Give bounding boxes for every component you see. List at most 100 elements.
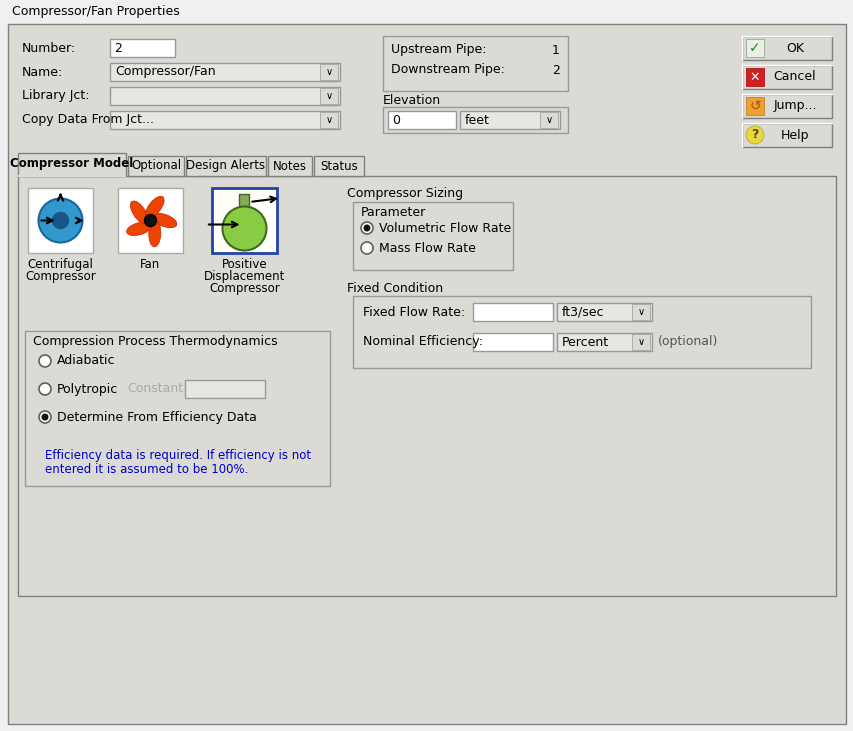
Text: Centrifugal: Centrifugal xyxy=(27,258,93,271)
Text: Upstream Pipe:: Upstream Pipe: xyxy=(391,44,486,56)
Circle shape xyxy=(52,213,68,229)
Text: Efficiency data is required. If efficiency is not: Efficiency data is required. If efficien… xyxy=(45,449,310,462)
Text: Mass Flow Rate: Mass Flow Rate xyxy=(379,241,475,254)
Bar xyxy=(631,334,649,350)
Text: ∨: ∨ xyxy=(545,115,552,125)
Circle shape xyxy=(361,242,373,254)
Circle shape xyxy=(39,411,51,423)
Bar xyxy=(186,156,265,176)
Text: Copy Data From Jct...: Copy Data From Jct... xyxy=(22,113,154,126)
Text: entered it is assumed to be 100%.: entered it is assumed to be 100%. xyxy=(45,463,248,476)
Bar xyxy=(352,202,513,270)
Text: Compressor: Compressor xyxy=(25,270,96,283)
Text: Compressor/Fan: Compressor/Fan xyxy=(115,66,215,78)
Text: 2: 2 xyxy=(113,42,122,55)
Text: ∨: ∨ xyxy=(325,67,332,77)
Text: Compressor: Compressor xyxy=(209,282,280,295)
Text: Compressor Sizing: Compressor Sizing xyxy=(346,187,462,200)
Text: (optional): (optional) xyxy=(657,336,717,349)
Bar xyxy=(539,112,557,128)
Circle shape xyxy=(223,206,266,251)
Bar xyxy=(746,39,763,57)
Text: Determine From Efficiency Data: Determine From Efficiency Data xyxy=(57,411,257,423)
Text: ?: ? xyxy=(751,129,757,142)
Bar xyxy=(28,188,93,253)
Bar xyxy=(0,0,853,22)
Text: Fixed Condition: Fixed Condition xyxy=(346,281,443,295)
Ellipse shape xyxy=(131,201,148,224)
Text: ∨: ∨ xyxy=(325,115,332,125)
Bar xyxy=(352,296,810,368)
Text: Help: Help xyxy=(780,129,809,142)
Text: Constant:: Constant: xyxy=(127,382,187,395)
Text: Library Jct:: Library Jct: xyxy=(22,89,90,102)
Text: Elevation: Elevation xyxy=(382,94,441,107)
Bar xyxy=(382,107,567,133)
Bar xyxy=(110,111,339,129)
Bar xyxy=(25,331,329,486)
Text: Status: Status xyxy=(320,159,357,173)
Bar xyxy=(556,303,651,321)
Text: Name:: Name: xyxy=(22,66,63,78)
Text: 0: 0 xyxy=(392,113,399,126)
Text: ∨: ∨ xyxy=(636,337,644,347)
Bar xyxy=(128,156,183,176)
Text: Compressor/Fan Properties: Compressor/Fan Properties xyxy=(12,4,179,18)
Bar xyxy=(118,188,183,253)
Text: ∨: ∨ xyxy=(636,307,644,317)
Bar xyxy=(320,88,338,104)
Text: Compressor Model: Compressor Model xyxy=(10,157,133,170)
Bar xyxy=(742,66,830,88)
Bar xyxy=(742,95,830,117)
Bar xyxy=(212,188,276,253)
Text: Adiabatic: Adiabatic xyxy=(57,355,115,368)
Bar xyxy=(320,112,338,128)
Bar xyxy=(18,153,126,176)
Circle shape xyxy=(38,199,83,243)
Bar xyxy=(110,87,339,105)
Text: Positive: Positive xyxy=(222,258,267,271)
Text: ✕: ✕ xyxy=(749,70,759,83)
Bar xyxy=(18,176,835,596)
Text: Parameter: Parameter xyxy=(361,205,426,219)
Text: ∨: ∨ xyxy=(325,91,332,101)
Ellipse shape xyxy=(148,221,160,247)
Ellipse shape xyxy=(145,197,164,218)
Circle shape xyxy=(144,214,156,227)
Text: OK: OK xyxy=(785,42,803,55)
Text: Design Alerts: Design Alerts xyxy=(186,159,265,173)
Circle shape xyxy=(363,224,370,232)
Text: Downstream Pipe:: Downstream Pipe: xyxy=(391,64,504,77)
Circle shape xyxy=(746,126,763,144)
Text: Percent: Percent xyxy=(561,336,608,349)
Ellipse shape xyxy=(152,213,177,227)
Circle shape xyxy=(42,414,49,420)
Bar xyxy=(631,304,649,320)
Text: Polytropic: Polytropic xyxy=(57,382,118,395)
Text: Number:: Number: xyxy=(22,42,76,55)
Bar xyxy=(314,156,363,176)
Bar xyxy=(110,63,339,81)
Bar xyxy=(382,36,567,91)
Text: feet: feet xyxy=(464,113,490,126)
Bar xyxy=(268,156,311,176)
Text: Displacement: Displacement xyxy=(204,270,285,283)
Ellipse shape xyxy=(126,222,152,235)
Circle shape xyxy=(39,383,51,395)
Text: Fan: Fan xyxy=(140,258,160,271)
Text: Nominal Efficiency:: Nominal Efficiency: xyxy=(363,336,483,349)
Bar xyxy=(746,97,763,115)
Text: Jump...: Jump... xyxy=(772,99,815,113)
Text: 1: 1 xyxy=(552,44,560,56)
Circle shape xyxy=(361,222,373,234)
Text: Fixed Flow Rate:: Fixed Flow Rate: xyxy=(363,306,465,319)
Bar xyxy=(185,380,264,398)
Bar xyxy=(110,39,175,57)
Text: ft3/sec: ft3/sec xyxy=(561,306,604,319)
Text: ↺: ↺ xyxy=(748,99,760,113)
Text: Compression Process Thermodynamics: Compression Process Thermodynamics xyxy=(33,335,277,347)
Text: Volumetric Flow Rate: Volumetric Flow Rate xyxy=(379,221,511,235)
Circle shape xyxy=(39,355,51,367)
Text: Notes: Notes xyxy=(273,159,306,173)
Bar xyxy=(473,333,553,351)
